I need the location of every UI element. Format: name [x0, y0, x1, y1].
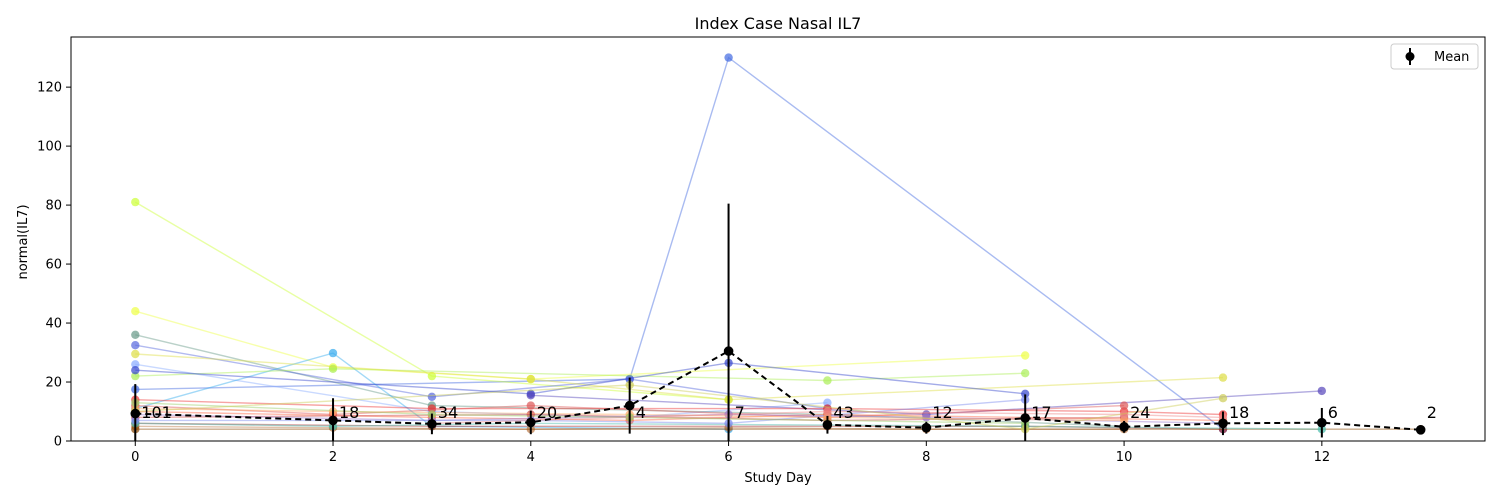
subject-series-line: [135, 352, 729, 430]
sample-count-label: 12: [932, 403, 952, 422]
subject-data-point: [131, 307, 140, 316]
x-tick-label: 0: [131, 450, 139, 465]
subject-data-point: [131, 371, 140, 381]
subject-data-point: [1119, 410, 1129, 419]
sample-count-label: 17: [1031, 403, 1051, 422]
x-tick-label: 12: [1314, 450, 1331, 465]
mean-data-point: [526, 417, 536, 428]
mean-data-point: [1020, 413, 1030, 423]
sample-count-label: 20: [537, 403, 557, 422]
mean-data-point: [328, 415, 338, 426]
x-tick-label: 6: [724, 450, 732, 465]
subject-data-point: [526, 391, 535, 400]
mean-data-point: [1317, 417, 1327, 428]
subject-series-line: [134, 201, 729, 401]
x-axis-title: Study Day: [744, 471, 812, 486]
y-tick-label: 0: [54, 435, 62, 450]
sample-count-label: 6: [1328, 403, 1338, 422]
y-tick-label: 120: [37, 81, 62, 96]
mean-data-point: [624, 400, 635, 411]
sample-count-label: 2: [1427, 403, 1437, 422]
legend-mean-marker: [1405, 52, 1415, 61]
mean-data-point: [427, 419, 437, 429]
subject-data-point: [1020, 369, 1030, 378]
subject-data-point: [427, 404, 437, 413]
subject-series-line: [135, 56, 1224, 430]
mean-data-point: [822, 420, 833, 430]
chart-title: Index Case Nasal IL7: [695, 14, 862, 33]
subject-data-point: [823, 376, 832, 385]
sample-count-label: 7: [735, 403, 745, 422]
subject-data-point: [823, 407, 832, 416]
mean-series-group: 101 18 34 20 4 7 43 12 17 24 18 6 2: [130, 203, 1437, 441]
x-tick-label: 4: [527, 450, 535, 465]
subject-data-point: [922, 413, 931, 422]
subject-data-point: [328, 348, 338, 358]
y-tick-label: 40: [45, 317, 62, 332]
subject-data-point: [1020, 389, 1030, 398]
mean-data-point: [1218, 418, 1228, 429]
subject-data-point: [1119, 401, 1129, 410]
subject-data-point: [328, 364, 338, 373]
mean-data-point: [130, 408, 141, 419]
sample-count-label: 18: [339, 403, 359, 422]
subject-data-point: [131, 197, 140, 207]
subject-data-point: [131, 330, 140, 339]
x-tick-label: 2: [329, 450, 337, 465]
y-tick-label: 80: [45, 199, 62, 214]
subject-series-line: [135, 368, 1026, 382]
x-tick-label: 10: [1116, 450, 1133, 465]
subject-data-point: [823, 398, 832, 407]
subject-data-point: [1218, 394, 1228, 403]
subject-series-line: [135, 310, 1026, 380]
subject-data-point: [526, 374, 535, 384]
mean-data-point: [723, 346, 734, 356]
subject-series-line: [135, 384, 1224, 430]
subject-data-point: [1218, 373, 1228, 382]
sample-count-label: 34: [438, 403, 458, 422]
x-tick-label: 8: [922, 450, 930, 465]
subject-series-group: [131, 53, 1425, 434]
subject-data-point: [131, 360, 140, 369]
subject-data-point: [131, 349, 140, 359]
mean-data-point: [921, 422, 932, 433]
legend-label-mean: Mean: [1434, 50, 1469, 65]
subject-data-point: [1020, 351, 1030, 360]
subject-data-point: [1317, 386, 1327, 396]
subject-data-point: [427, 371, 437, 381]
mean-data-point: [1415, 425, 1426, 435]
mean-data-point: [1119, 422, 1129, 432]
sample-count-label: 24: [1130, 403, 1150, 422]
y-tick-label: 60: [45, 258, 62, 273]
subject-data-point: [724, 53, 733, 62]
sample-count-label: 43: [833, 403, 853, 422]
subject-data-point: [131, 366, 140, 375]
subject-data-point: [526, 401, 535, 410]
plot-frame: [70, 36, 1486, 442]
sample-count-label: 18: [1229, 403, 1249, 422]
y-axis-title: normal(IL7): [16, 204, 31, 279]
y-tick-label: 20: [45, 376, 62, 391]
y-tick-label: 100: [37, 140, 62, 155]
sample-count-label: 101: [141, 403, 172, 422]
legend-frame: [1390, 43, 1479, 70]
legend: Mean: [1390, 43, 1479, 70]
subject-data-point: [427, 392, 437, 401]
sample-count-label: 4: [636, 403, 646, 422]
subject-data-point: [131, 341, 140, 350]
